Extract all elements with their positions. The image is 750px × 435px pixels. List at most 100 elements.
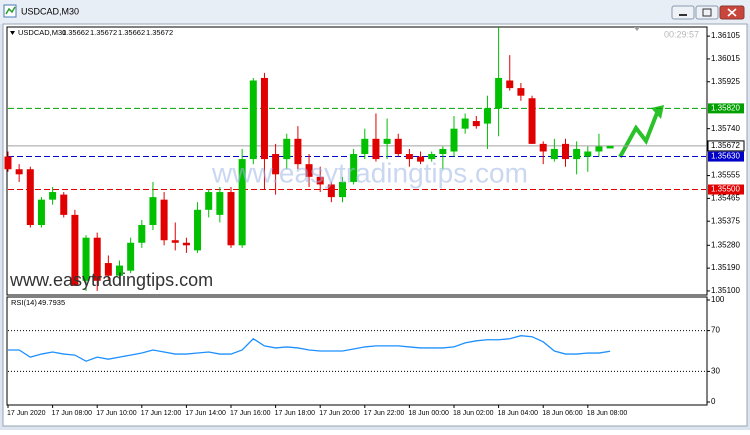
restore-button[interactable] (695, 5, 719, 20)
candle-body (483, 108, 491, 124)
candle-body (82, 237, 90, 281)
x-tick-label: 17 Jun 22:00 (364, 410, 405, 417)
x-tick-label: 17 Jun 16:00 (230, 410, 271, 417)
candle-body (216, 192, 224, 215)
x-tick-label: 18 Jun 02:00 (453, 410, 494, 417)
candle-body (361, 138, 369, 155)
y-tick-label: 1.35280 (711, 240, 740, 249)
forecast-arrow (618, 112, 659, 158)
candle-body (383, 138, 391, 144)
level-label: 1.35500 (711, 185, 740, 194)
candle-body (405, 154, 413, 160)
x-tick-label: 17 Jun 2020 (7, 410, 46, 417)
rsi-name: RSI(14) (11, 298, 37, 307)
candle-body (495, 77, 503, 109)
x-tick-label: 18 Jun 08:00 (587, 410, 628, 417)
x-tick-label: 17 Jun 14:00 (185, 410, 226, 417)
chart-area (2, 23, 748, 427)
rsi-line (8, 335, 611, 362)
candle-body (461, 118, 469, 129)
watermark: www.easytradingtips.com (211, 157, 528, 188)
timer: 00:29:57 (664, 29, 699, 39)
candle-body (37, 199, 45, 226)
ohlc-value: 1.35672 (90, 28, 117, 37)
level-label: 1.35820 (711, 103, 740, 112)
rsi-pane (6, 296, 708, 406)
candle-body (249, 80, 257, 160)
x-tick-label: 18 Jun 00:00 (408, 410, 449, 417)
y-tick-label: 1.35740 (711, 124, 740, 133)
y-tick-label: 1.36105 (711, 31, 740, 40)
candle-body (450, 128, 458, 152)
candle-body (428, 154, 436, 160)
candle-body (339, 181, 346, 198)
candle-body (194, 209, 202, 251)
candle-body (417, 156, 425, 162)
level-label-box (708, 103, 744, 114)
candle-body (15, 169, 23, 175)
rsi-value: 49.7935 (38, 298, 65, 307)
y-tick-label: 0 (711, 397, 716, 406)
candle-body (606, 145, 614, 149)
shift-marker (634, 27, 640, 31)
window-icon-glyph (5, 6, 16, 15)
candle-body (573, 148, 581, 160)
candle-body (584, 151, 592, 157)
y-tick-label: 100 (711, 295, 725, 304)
symbol-marker (10, 31, 15, 35)
candle-body (149, 197, 157, 226)
x-tick-label: 17 Jun 12:00 (141, 410, 182, 417)
candle-body (205, 192, 213, 210)
candle-body (283, 138, 291, 160)
y-tick-label: 70 (711, 326, 720, 335)
candle-body (93, 237, 101, 281)
candle-body (4, 156, 12, 170)
last-price-label: 1.35672 (711, 141, 740, 150)
x-tick-label: 18 Jun 06:00 (542, 410, 583, 417)
candle-body (439, 148, 447, 155)
candle-body (160, 199, 168, 241)
candle-body (472, 121, 480, 127)
restore-glyph (702, 8, 712, 17)
candle-body (305, 164, 313, 177)
candle-body (116, 265, 123, 276)
candle-body (260, 77, 268, 160)
y-tick-label: 1.35925 (711, 77, 740, 86)
window-title: USDCAD,M30 (21, 6, 79, 16)
y-tick-label: 1.35555 (711, 171, 740, 180)
chart-symbol: USDCAD,M30 (18, 28, 66, 37)
y-tick-label: 1.35100 (711, 286, 740, 295)
level-label-box (708, 151, 744, 162)
candle-body (595, 146, 603, 152)
candle-body (138, 225, 146, 243)
level-label-box (708, 184, 744, 195)
candle-body (327, 184, 335, 198)
level-label: 1.35630 (711, 152, 740, 161)
candle-body (49, 192, 57, 200)
candle-body (506, 80, 514, 89)
candle-body (60, 194, 68, 215)
title-bar (0, 0, 750, 24)
y-tick-label: 1.36015 (711, 54, 740, 63)
x-tick-label: 17 Jun 08:00 (52, 410, 93, 417)
x-tick-label: 18 Jun 04:00 (498, 410, 539, 417)
candle-body (350, 154, 358, 182)
minimize-button[interactable] (671, 5, 695, 20)
candle-body (26, 169, 34, 226)
candle-body (171, 240, 179, 243)
candle-body (104, 263, 112, 276)
ohlc-value: 1.35662 (118, 28, 145, 37)
candle-body (227, 192, 235, 246)
candle-body (562, 143, 569, 160)
y-tick-label: 1.35190 (711, 263, 740, 272)
x-tick-label: 17 Jun 18:00 (275, 410, 316, 417)
candle-body (517, 88, 525, 96)
candle-body (294, 138, 302, 165)
close-glyph (727, 8, 737, 17)
candle-body (272, 154, 280, 175)
x-tick-label: 17 Jun 10:00 (96, 410, 137, 417)
candle-body (238, 159, 246, 246)
candle-body (372, 138, 380, 160)
last-price-box (707, 140, 745, 152)
candle-body (539, 143, 547, 152)
